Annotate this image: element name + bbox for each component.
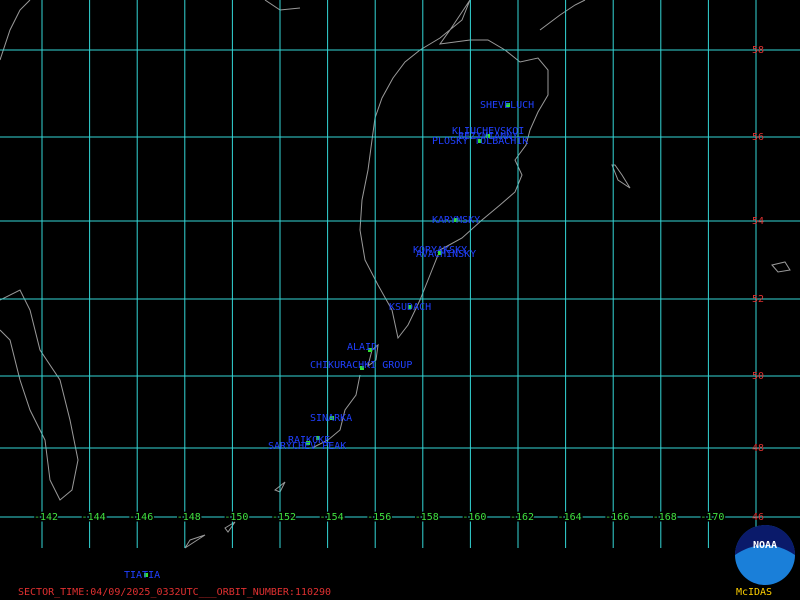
footer-text: SECTOR_TIME:04/09/2025_0332UTC___ORBIT_N… — [18, 587, 331, 598]
volcano-marker — [486, 134, 490, 138]
latitude-label: 48 — [752, 443, 764, 454]
latitude-label: 46 — [752, 512, 764, 523]
graticule — [0, 0, 800, 548]
latitude-label: 50 — [752, 371, 764, 382]
latitude-label: 52 — [752, 294, 764, 305]
longitude-label: -168 — [653, 512, 677, 523]
labels: 58 56 54 52 50 48 46 -142 -144 -146 -148 -150 -152 -1… — [32, 45, 764, 581]
longitude-label: -152 — [272, 512, 296, 523]
latitude-label: 56 — [752, 132, 764, 143]
volcano-name: PLOSKY TOLBACHIK — [432, 136, 528, 147]
noaa-logo: NOAA — [735, 525, 795, 585]
volcano-name: BEZYMIANNY — [458, 131, 518, 142]
volcano-marker — [316, 436, 320, 440]
longitude-label: -144 — [82, 512, 106, 523]
volcano-marker — [368, 348, 372, 352]
latitude-label: 58 — [752, 45, 764, 56]
volcano-name: SARYCHEV PEAK — [268, 441, 346, 452]
volcano-marker — [144, 573, 148, 577]
volcano-marker — [478, 139, 482, 143]
volcano-name: KLIUCHEVSKOI — [452, 126, 524, 137]
longitude-label: -150 — [224, 512, 248, 523]
volcano-name: AVACHINSKY — [416, 249, 476, 260]
volcano-name: SINARKA — [310, 413, 352, 424]
volcano-name: KORYAKSKY — [413, 245, 467, 256]
software-label: McIDAS — [736, 587, 772, 598]
longitude-label: -154 — [320, 512, 344, 523]
volcano-marker — [506, 103, 510, 107]
longitude-label: -162 — [510, 512, 534, 523]
longitude-label: -166 — [605, 512, 629, 523]
volcano-marker — [360, 366, 364, 370]
logo-top — [735, 525, 795, 555]
volcano-marker — [438, 251, 442, 255]
latitude-label: 54 — [752, 216, 764, 227]
volcano-name: ALAID — [347, 342, 377, 353]
volcano-name: RAIKOKE — [288, 435, 330, 446]
volcano-name: CHIKURACHKI GROUP — [310, 360, 412, 371]
longitude-label: -160 — [462, 512, 486, 523]
longitude-label: -148 — [177, 512, 201, 523]
volcano-name: TIATIA — [124, 570, 160, 581]
volcano-marker — [454, 218, 458, 222]
volcano-marker — [306, 441, 310, 445]
longitude-label: -164 — [558, 512, 582, 523]
volcano-name: KARYMSKY — [432, 215, 480, 226]
volcano-marker — [408, 305, 412, 309]
longitude-label: -146 — [129, 512, 153, 523]
volcano-name: KSUDACH — [389, 302, 431, 313]
longitude-label: -156 — [367, 512, 391, 523]
longitude-label: -158 — [415, 512, 439, 523]
coastlines — [0, 0, 791, 549]
longitude-label: -170 — [700, 512, 724, 523]
volcano-marker — [330, 416, 334, 420]
volcano-name: SHEVELUCH — [480, 100, 534, 111]
logo-text: NOAA — [753, 540, 777, 551]
longitude-label: -142 — [34, 512, 58, 523]
